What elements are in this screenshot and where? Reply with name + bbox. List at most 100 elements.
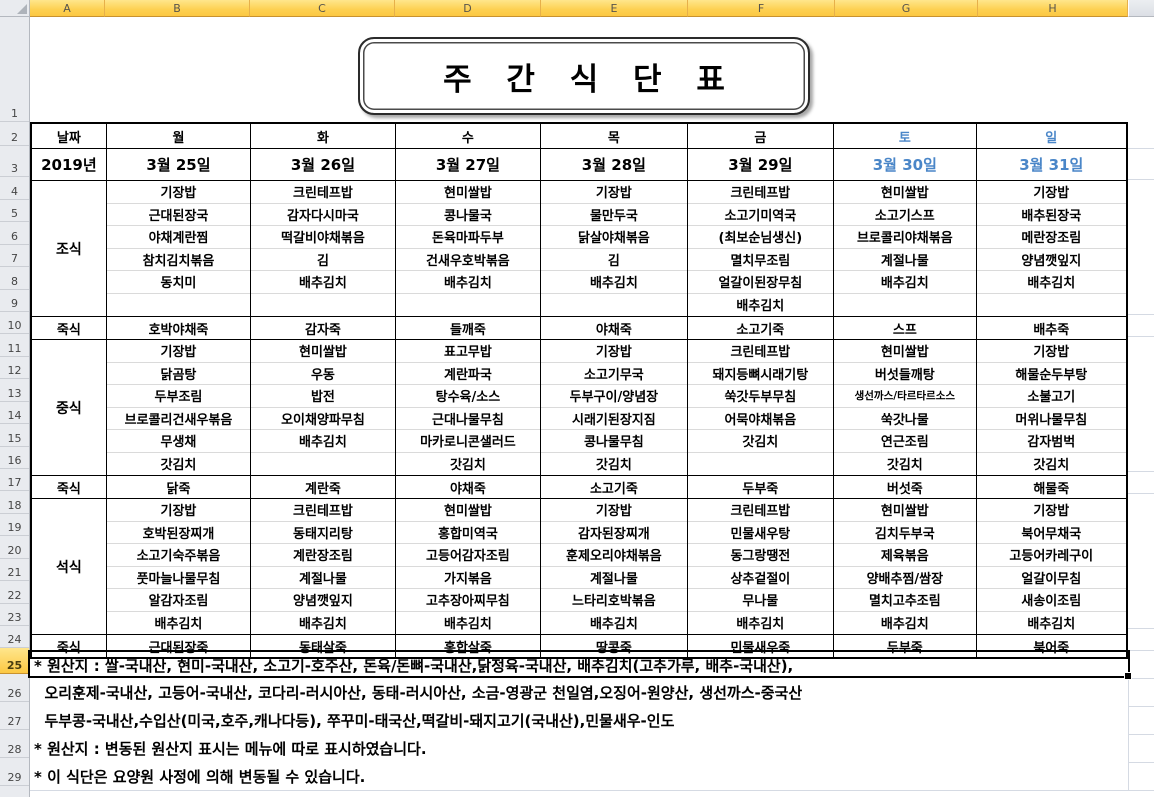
- cell-F11[interactable]: 크린테프밥: [687, 340, 834, 363]
- cell-F17[interactable]: 두부죽: [688, 476, 835, 498]
- cell-B19[interactable]: 호박된장찌개: [106, 522, 251, 544]
- column-header-B[interactable]: B: [105, 0, 250, 17]
- cell-G21[interactable]: 양배추찜/쌈장: [834, 567, 976, 589]
- cell-B21[interactable]: 풋마늘나물무침: [106, 567, 251, 589]
- cell-G19[interactable]: 김치두부국: [834, 522, 976, 544]
- cell-F9[interactable]: 배추김치: [736, 299, 785, 315]
- cell-D8[interactable]: 배추김치: [395, 271, 541, 294]
- cell-E6[interactable]: 닭살야채볶음: [541, 226, 687, 249]
- row-header-13[interactable]: 13: [0, 379, 29, 402]
- cell-E13[interactable]: 두부구이/양념장: [541, 385, 687, 408]
- column-header-E[interactable]: E: [541, 0, 688, 17]
- cell-D7[interactable]: 건새우호박볶음: [395, 249, 541, 271]
- cell-C6[interactable]: 떡갈비야채볶음: [251, 226, 395, 249]
- cell-H19[interactable]: 북어무채국: [976, 522, 1127, 544]
- footnote-row-25[interactable]: * 원산지 : 쌀-국내산, 현미-국내산, 소고기-호주산, 돈육/돈뼈-국내…: [34, 656, 794, 675]
- cell-H16[interactable]: 갓김치: [1033, 458, 1070, 474]
- row-header-20[interactable]: 20: [0, 536, 29, 559]
- cell-F7[interactable]: 멸치무조림: [687, 249, 834, 271]
- cell-F5[interactable]: 소고기미역국: [687, 204, 834, 226]
- cell-E17[interactable]: 소고기죽: [541, 476, 688, 498]
- cell-C23[interactable]: 배추김치: [299, 617, 347, 633]
- row-header-7[interactable]: 7: [0, 244, 29, 267]
- row-header-10[interactable]: 10: [0, 312, 29, 334]
- cell-D17[interactable]: 야채죽: [396, 476, 542, 498]
- row-header-18[interactable]: 18: [0, 491, 29, 514]
- row-header-26[interactable]: 26: [0, 674, 29, 702]
- cell-C21[interactable]: 계절나물: [251, 567, 395, 589]
- cell-B22[interactable]: 알감자조림: [106, 589, 251, 612]
- cell-D20[interactable]: 고등어감자조림: [395, 544, 541, 567]
- cell-F21[interactable]: 상추겉절이: [687, 567, 834, 589]
- cell-F10[interactable]: 소고기죽: [688, 317, 835, 339]
- row-header-5[interactable]: 5: [0, 199, 29, 222]
- cell-G9[interactable]: [834, 294, 975, 317]
- row-header-19[interactable]: 19: [0, 513, 29, 536]
- cell-A3[interactable]: 2019년: [32, 149, 107, 180]
- cell-E5[interactable]: 물만두국: [541, 204, 687, 226]
- cell-E19[interactable]: 감자된장찌개: [541, 522, 687, 544]
- cell-C18[interactable]: 크린테프밥: [251, 499, 395, 522]
- cell-F4[interactable]: 크린테프밥: [687, 181, 834, 204]
- cell-H11[interactable]: 기장밥: [976, 340, 1127, 363]
- cell-F13[interactable]: 쑥갓두부무침: [687, 385, 834, 408]
- cell-D3[interactable]: 3월 27일: [396, 149, 542, 180]
- cell-G8[interactable]: 배추김치: [834, 271, 976, 294]
- cell-F14[interactable]: 어묵야채볶음: [687, 408, 834, 430]
- column-header-next-partial[interactable]: [1128, 0, 1154, 17]
- row-header-24[interactable]: 24: [0, 626, 29, 648]
- row-header-16[interactable]: 16: [0, 446, 29, 469]
- cell-H10[interactable]: 배추죽: [1033, 322, 1070, 338]
- column-header-C[interactable]: C: [250, 0, 395, 17]
- cell-G14[interactable]: 쑥갓나물: [834, 408, 976, 430]
- select-all-corner[interactable]: [0, 0, 30, 17]
- cell-F3[interactable]: 3월 29일: [688, 149, 835, 180]
- cell-D16[interactable]: 갓김치: [449, 458, 486, 474]
- cell-D13[interactable]: 탕수육/소스: [395, 385, 541, 408]
- cell-C8[interactable]: 배추김치: [251, 271, 395, 294]
- cell-D10[interactable]: 들깨죽: [396, 317, 542, 339]
- cell-G2[interactable]: 토: [834, 124, 977, 148]
- cell-G16[interactable]: 갓김치: [886, 458, 923, 474]
- row-header-29[interactable]: 29: [0, 758, 29, 786]
- cell-C7[interactable]: 김: [251, 249, 395, 271]
- cell-A2[interactable]: 날짜: [32, 124, 107, 148]
- cell-E16[interactable]: 갓김치: [595, 458, 632, 474]
- cell-A18-label[interactable]: 석식: [32, 499, 107, 634]
- cell-E22[interactable]: 느타리호박볶음: [541, 589, 687, 612]
- cell-H7[interactable]: 양념깻잎지: [976, 249, 1127, 271]
- row-header-9[interactable]: 9: [0, 289, 29, 312]
- row-header-27[interactable]: 27: [0, 702, 29, 730]
- cell-B2[interactable]: 월: [107, 124, 252, 148]
- cell-C10[interactable]: 감자죽: [251, 317, 396, 339]
- cell-B15[interactable]: 무생채: [106, 430, 251, 453]
- cell-H8[interactable]: 배추김치: [976, 271, 1127, 294]
- cell-G23[interactable]: 배추김치: [880, 617, 929, 633]
- cell-G17[interactable]: 버섯죽: [834, 476, 977, 498]
- row-header-3[interactable]: 3: [0, 146, 29, 177]
- cell-B7[interactable]: 참치김치볶음: [106, 249, 251, 271]
- cell-G20[interactable]: 제육볶음: [834, 544, 976, 567]
- cell-C13[interactable]: 밥전: [251, 385, 395, 408]
- cell-H6[interactable]: 메란장조림: [976, 226, 1127, 249]
- cell-C14[interactable]: 오이채양파무침: [251, 408, 395, 430]
- cell-F12[interactable]: 돼지등뼈시래기탕: [687, 363, 834, 385]
- cell-B12[interactable]: 닭곰탕: [106, 363, 251, 385]
- cell-H2[interactable]: 일: [1045, 130, 1058, 146]
- footnote-row-29[interactable]: * 이 식단은 요양원 사정에 의해 변동될 수 있습니다.: [34, 767, 366, 786]
- cell-E23[interactable]: 배추김치: [589, 617, 638, 633]
- column-header-A[interactable]: A: [30, 0, 105, 17]
- cell-F20[interactable]: 동그랑땡전: [687, 544, 834, 567]
- cell-F15[interactable]: 갓김치: [687, 430, 834, 453]
- cell-B20[interactable]: 소고기숙주볶음: [106, 544, 251, 567]
- cell-H20[interactable]: 고등어카레구이: [976, 544, 1127, 567]
- cell-D9[interactable]: [396, 294, 540, 317]
- cell-H17[interactable]: 해물죽: [1033, 481, 1070, 497]
- cell-F19[interactable]: 민물새우탕: [687, 522, 834, 544]
- footnote-row-26[interactable]: 오리훈제-국내산, 고등어-국내산, 코다리-러시아산, 동태-러시아산, 소금…: [34, 683, 803, 702]
- footnote-row-27[interactable]: 두부콩-국내산,수입산(미국,호주,캐나다등), 쭈꾸미-태국산,떡갈비-돼지고…: [34, 711, 675, 730]
- cell-B14[interactable]: 브로콜리건새우볶음: [106, 408, 251, 430]
- cell-D22[interactable]: 고추장아찌무침: [395, 589, 541, 612]
- cell-F23[interactable]: 배추김치: [736, 617, 785, 633]
- cell-H9[interactable]: [977, 294, 1126, 317]
